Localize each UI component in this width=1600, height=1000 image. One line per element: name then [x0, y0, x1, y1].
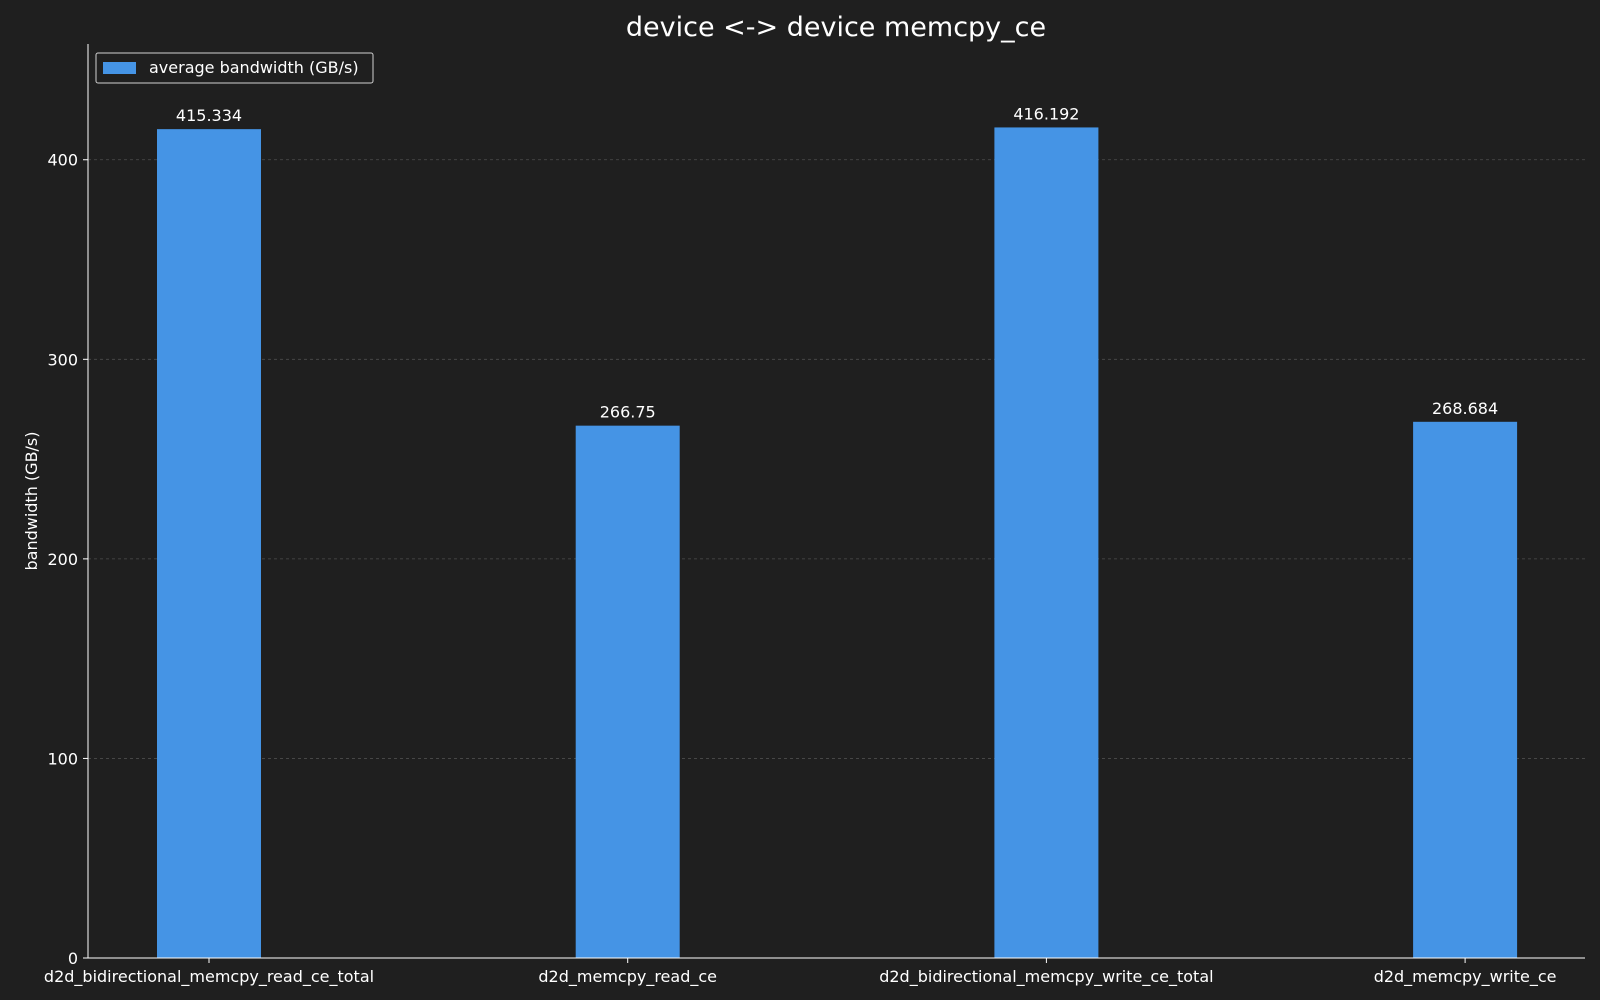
- y-tick-label: 0: [68, 949, 78, 968]
- tick-layer: 0 100 200 300 400 d2d_bidirectional_memcpy_re…: [44, 151, 1557, 987]
- bar-d2d-memcpy-read-ce: [575, 425, 680, 958]
- legend: average bandwidth (GB/s): [95, 52, 374, 84]
- axis-layer: [87, 44, 1585, 959]
- legend-box: [95, 52, 374, 84]
- legend-label: average bandwidth (GB/s): [149, 58, 359, 77]
- chart-title: device <-> device memcpy_ce: [626, 12, 1046, 43]
- y-tick-label: 100: [47, 749, 78, 768]
- data-label-layer: 415.334 266.75 416.192 268.684: [176, 104, 1498, 421]
- bar-value-label: 416.192: [1013, 104, 1079, 123]
- x-tick-label: d2d_memcpy_read_ce: [538, 967, 717, 987]
- x-tick-label: d2d_bidirectional_memcpy_write_ce_total: [879, 967, 1213, 987]
- bar-value-label: 415.334: [176, 106, 242, 125]
- x-tick-label: d2d_memcpy_write_ce: [1374, 967, 1557, 987]
- y-tick-label: 400: [47, 151, 78, 170]
- bar-value-label: 268.684: [1432, 399, 1498, 418]
- bar-d2d-bidirectional-memcpy-read-ce-total: [157, 129, 261, 958]
- bar-value-label: 266.75: [600, 403, 656, 422]
- y-axis-label: bandwidth (GB/s): [22, 431, 41, 570]
- y-tick-label: 300: [47, 350, 78, 369]
- legend-swatch: [103, 62, 136, 74]
- bar-d2d-memcpy-write-ce: [1413, 421, 1518, 958]
- x-tick-label: d2d_bidirectional_memcpy_read_ce_total: [44, 967, 374, 987]
- bar-layer: [157, 127, 1518, 959]
- y-tick-label: 200: [47, 550, 78, 569]
- bar-d2d-bidirectional-memcpy-write-ce-total: [994, 127, 1099, 959]
